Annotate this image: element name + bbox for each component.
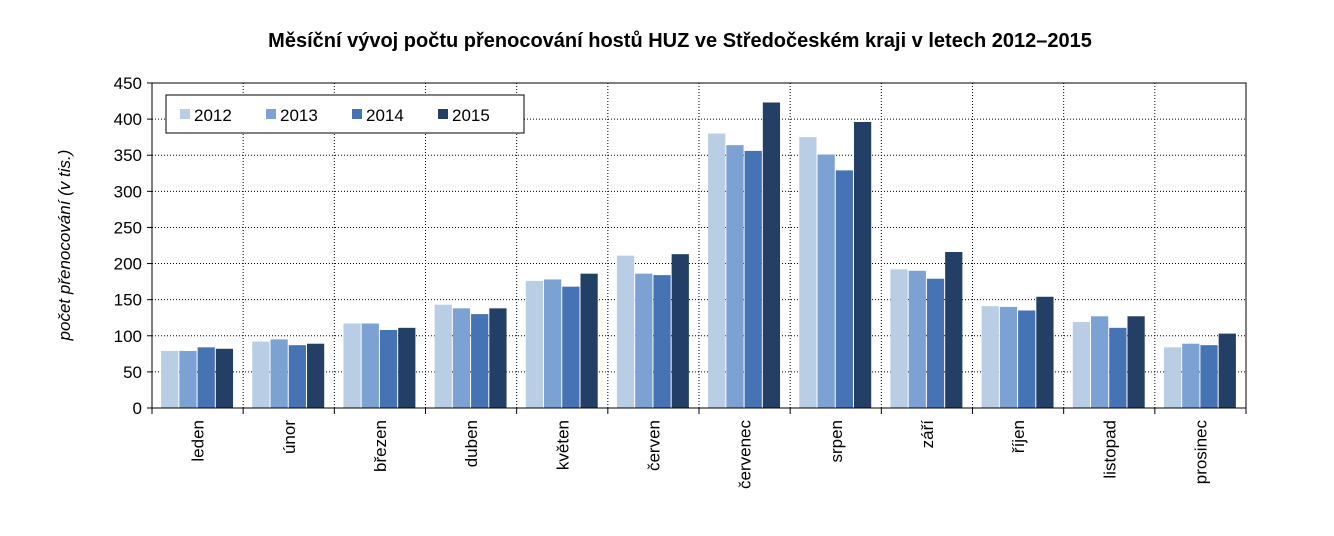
legend-swatch <box>438 109 448 119</box>
legend-label: 2012 <box>194 106 232 125</box>
x-tick-label: březen <box>371 420 390 472</box>
bar <box>288 345 306 408</box>
bar <box>744 150 762 408</box>
bar <box>252 341 270 408</box>
bar <box>926 278 945 408</box>
x-tick-label: říjen <box>1009 420 1028 453</box>
bar <box>379 330 398 408</box>
y-tick-label: 250 <box>114 218 142 237</box>
bar <box>452 308 471 408</box>
bar <box>981 306 999 408</box>
bar <box>726 145 744 408</box>
bar <box>1036 296 1054 408</box>
bar <box>179 350 197 408</box>
bar <box>799 137 817 408</box>
legend-label: 2013 <box>280 106 318 125</box>
bar <box>270 339 288 408</box>
x-tick-label: únor <box>280 420 299 454</box>
bar <box>708 133 726 409</box>
bar <box>580 273 598 408</box>
bar <box>1182 343 1200 408</box>
bar <box>853 122 872 408</box>
legend-swatch <box>180 109 190 119</box>
y-axis-label: počet přenocování (v tis.) <box>55 150 74 342</box>
bar <box>999 306 1018 408</box>
y-tick-label: 100 <box>114 327 142 346</box>
x-tick-label: květen <box>553 420 572 470</box>
y-tick-label: 150 <box>114 291 142 310</box>
bar <box>361 323 379 408</box>
x-tick-label: leden <box>189 420 208 462</box>
bar <box>817 154 835 408</box>
plot-frame <box>151 82 1247 409</box>
x-tick-label: listopad <box>1100 420 1119 479</box>
x-tick-label: srpen <box>827 420 846 463</box>
bar <box>1072 322 1091 408</box>
bar <box>471 314 489 408</box>
bar <box>1127 316 1145 408</box>
bar <box>544 279 562 408</box>
bar <box>1163 347 1182 408</box>
bar <box>215 348 234 408</box>
y-tick-label: 400 <box>114 110 142 129</box>
legend-swatch <box>266 109 276 119</box>
legend-box <box>165 94 525 134</box>
y-tick-label: 200 <box>114 255 142 274</box>
bar <box>161 350 179 408</box>
bar <box>1218 333 1236 408</box>
x-tick-label: červen <box>644 420 663 471</box>
legend-label: 2014 <box>366 106 404 125</box>
x-tick-label: prosinec <box>1191 420 1210 485</box>
y-tick-label: 350 <box>114 146 142 165</box>
bar <box>616 255 635 408</box>
y-tick-label: 300 <box>114 182 142 201</box>
bar <box>525 280 544 408</box>
bar <box>890 269 908 408</box>
bar <box>835 170 853 408</box>
bar <box>434 304 452 408</box>
bar <box>908 270 926 408</box>
bar <box>1200 345 1218 408</box>
bar <box>343 323 361 408</box>
y-tick-label: 450 <box>114 74 142 93</box>
bar <box>398 327 416 408</box>
bar <box>762 102 781 408</box>
legend-label: 2015 <box>452 106 490 125</box>
bar <box>1109 327 1127 408</box>
chart-title: Měsíční vývoj počtu přenocování hostů HU… <box>268 30 1092 52</box>
bar <box>653 275 671 408</box>
y-tick-label: 50 <box>123 363 142 382</box>
bar <box>306 343 325 408</box>
y-tick-label: 0 <box>133 399 142 418</box>
bar <box>197 347 215 408</box>
bar <box>671 254 689 408</box>
bar <box>489 308 507 408</box>
bar <box>635 273 653 408</box>
bar <box>1091 316 1109 408</box>
x-tick-label: červenec <box>736 420 755 489</box>
x-tick-label: září <box>918 420 937 449</box>
bar <box>562 286 580 408</box>
legend-swatch <box>352 109 362 119</box>
bar <box>945 252 963 408</box>
x-tick-label: duben <box>462 420 481 467</box>
bar <box>1018 310 1036 408</box>
